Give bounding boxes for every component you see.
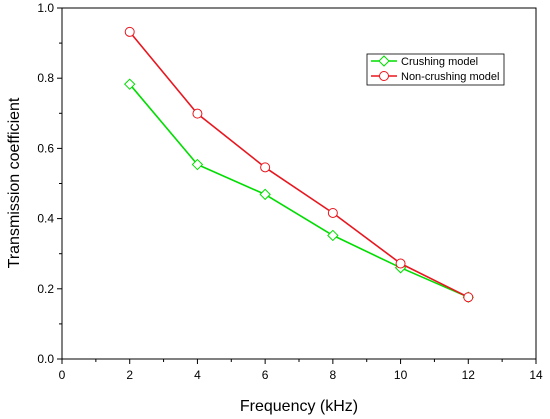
x-tick-label: 8	[330, 368, 337, 382]
data-point-non-crushing-model	[192, 108, 203, 119]
legend-marker-crushing	[378, 55, 390, 67]
x-tick-label: 0	[59, 368, 66, 382]
y-tick-label: 0.4	[37, 212, 54, 226]
legend-label-non-crushing: Non-crushing model	[401, 71, 499, 83]
x-axis-title: Frequency (kHz)	[240, 398, 358, 415]
data-point-crushing-model	[327, 229, 339, 242]
legend-box	[366, 53, 505, 86]
x-tick-label: 10	[394, 368, 408, 382]
data-point-non-crushing-model	[260, 162, 271, 173]
y-axis-title: Transmission coefficient	[6, 97, 23, 268]
legend-marker-non-crushing	[379, 71, 389, 81]
x-tick-label: 6	[262, 368, 269, 382]
data-point-non-crushing-model	[124, 26, 135, 37]
data-point-crushing-model	[124, 78, 136, 90]
legend: Crushing model Non-crushing model	[366, 53, 505, 86]
y-tick-label: 1.0	[37, 1, 54, 15]
legend-label-crushing: Crushing model	[401, 56, 478, 68]
series-non-crushing-model	[124, 26, 474, 303]
x-tick-label: 14	[529, 368, 543, 382]
data-point-crushing-model	[191, 158, 204, 171]
tick-labels: 0 2 4 6 8 10 12 14 0.0 0.2 0.4 0.6 0.8 1.0	[37, 1, 543, 382]
data-point-crushing-model	[259, 188, 271, 201]
axis-ticks	[57, 7, 537, 364]
x-tick-label: 2	[126, 368, 133, 382]
y-tick-label: 0.8	[37, 71, 54, 85]
data-point-non-crushing-model	[463, 292, 474, 303]
y-tick-label: 0.6	[37, 141, 54, 155]
plot-content	[124, 26, 474, 303]
series-line-crushing-model	[129, 83, 469, 298]
y-tick-label: 0.0	[37, 352, 54, 366]
series-line-non-crushing-model	[129, 31, 469, 298]
data-point-non-crushing-model	[395, 258, 406, 269]
y-tick-label: 0.2	[37, 282, 54, 296]
x-tick-label: 4	[194, 368, 201, 382]
data-point-non-crushing-model	[327, 207, 338, 218]
x-tick-label: 12	[462, 368, 476, 382]
